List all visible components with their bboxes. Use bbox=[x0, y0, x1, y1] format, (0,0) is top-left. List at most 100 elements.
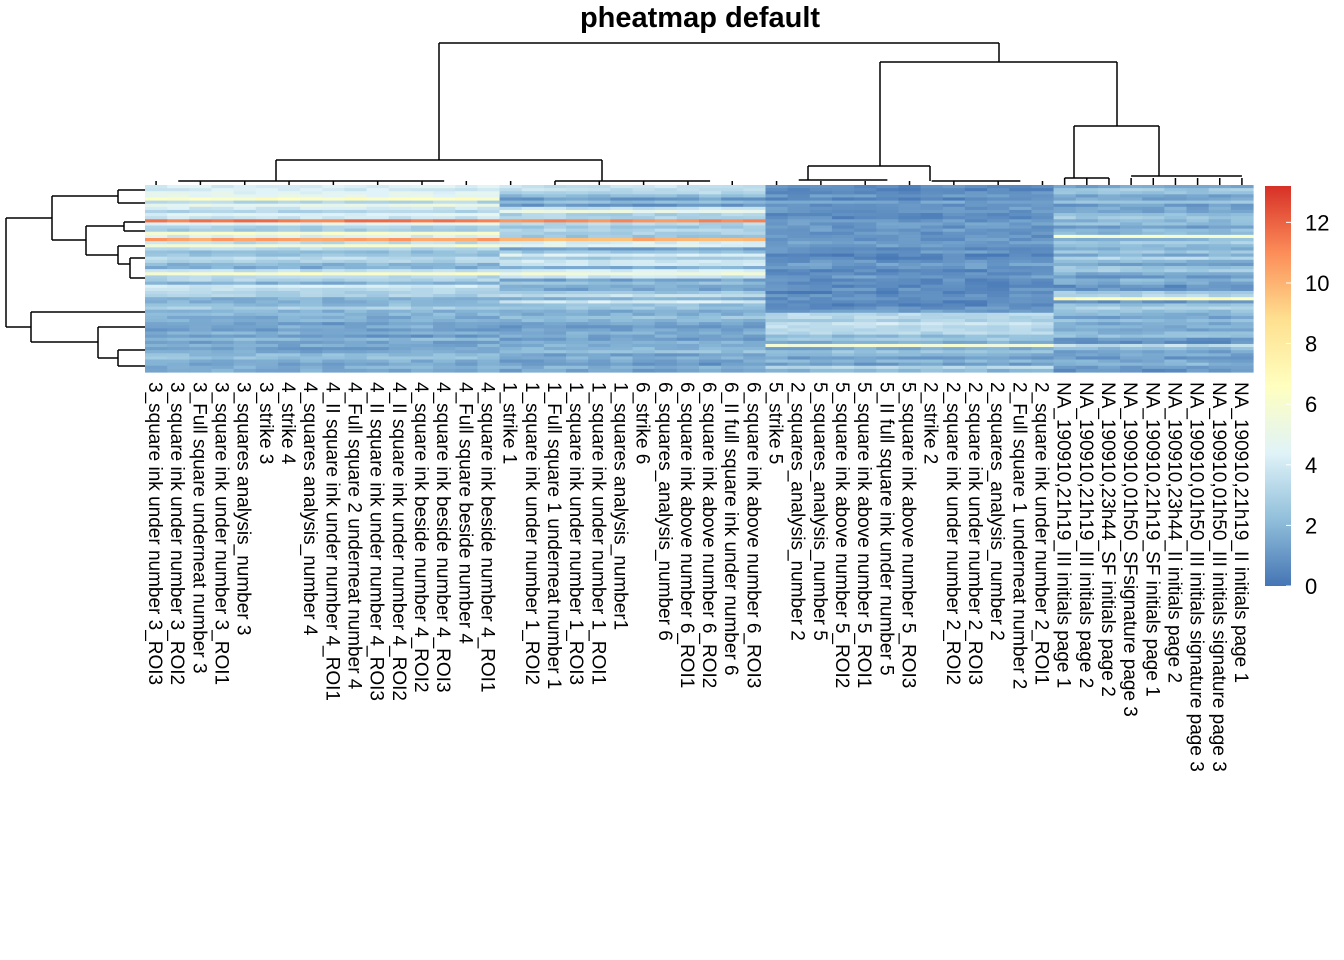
heatmap-cell bbox=[145, 272, 168, 276]
heatmap-cell bbox=[1230, 191, 1254, 195]
heatmap-cell bbox=[654, 315, 678, 320]
heatmap-cell bbox=[1208, 284, 1232, 289]
heatmap-cell bbox=[521, 284, 545, 289]
heatmap-cell bbox=[898, 191, 922, 195]
heatmap-cell bbox=[1208, 300, 1232, 305]
heatmap-cell bbox=[831, 213, 855, 217]
heatmap-cell bbox=[1009, 312, 1032, 317]
heatmap-cell bbox=[1230, 213, 1254, 217]
heatmap-cell bbox=[543, 209, 567, 214]
heatmap-cell bbox=[765, 191, 789, 195]
heatmap-cell bbox=[1075, 194, 1099, 199]
heatmap-cell bbox=[743, 213, 767, 217]
heatmap-cell bbox=[1208, 188, 1232, 192]
heatmap-cell bbox=[588, 222, 611, 227]
heatmap-cell bbox=[167, 331, 190, 336]
heatmap-cell bbox=[277, 297, 301, 301]
heatmap-cell bbox=[809, 269, 833, 273]
heatmap-cell bbox=[787, 343, 811, 348]
heatmap-cell bbox=[566, 337, 589, 342]
heatmap-cell bbox=[876, 222, 900, 227]
heatmap-cell bbox=[1164, 256, 1188, 261]
heatmap-cell bbox=[942, 253, 966, 258]
heatmap-cell bbox=[964, 278, 988, 283]
heatmap-cell bbox=[566, 269, 589, 273]
heatmap-cell bbox=[277, 259, 301, 264]
heatmap-cell bbox=[964, 353, 988, 358]
heatmap-cell bbox=[1075, 185, 1099, 189]
heatmap-cell bbox=[300, 309, 323, 314]
heatmap-cell bbox=[388, 231, 412, 236]
column-label: 4_strike 4 bbox=[277, 382, 298, 465]
heatmap-cell bbox=[1120, 234, 1143, 239]
heatmap-cell bbox=[699, 294, 722, 298]
heatmap-cell bbox=[987, 256, 1010, 261]
heatmap-cell bbox=[743, 325, 767, 329]
heatmap-cell bbox=[1186, 216, 1210, 220]
heatmap-cell bbox=[255, 272, 279, 276]
heatmap-cell bbox=[1142, 353, 1165, 358]
heatmap-cell bbox=[987, 272, 1010, 276]
heatmap-cell bbox=[987, 297, 1010, 301]
heatmap-cell bbox=[366, 281, 390, 286]
heatmap-cell bbox=[521, 303, 545, 308]
heatmap-cell bbox=[366, 225, 390, 230]
heatmap-cell bbox=[499, 234, 523, 239]
column-dendrogram bbox=[155, 42, 1243, 185]
heatmap-cell bbox=[566, 247, 589, 252]
heatmap-cell bbox=[543, 241, 567, 245]
heatmap-cell bbox=[787, 368, 811, 373]
heatmap-cell bbox=[1142, 284, 1165, 289]
heatmap-cell bbox=[743, 266, 767, 270]
heatmap-cell bbox=[1075, 259, 1099, 264]
heatmap-cell bbox=[699, 250, 722, 255]
heatmap-cell bbox=[610, 213, 634, 217]
heatmap-cell bbox=[211, 300, 235, 305]
heatmap-cell bbox=[854, 216, 877, 220]
heatmap-cell bbox=[167, 353, 190, 358]
heatmap-cell bbox=[699, 362, 722, 367]
heatmap-cell bbox=[388, 188, 412, 192]
heatmap-cell bbox=[211, 188, 235, 192]
heatmap-cell bbox=[743, 191, 767, 195]
heatmap-cell bbox=[455, 253, 478, 258]
heatmap-cell bbox=[809, 244, 833, 248]
heatmap-cell bbox=[499, 209, 523, 214]
heatmap-cell bbox=[898, 266, 922, 270]
heatmap-cell bbox=[1208, 237, 1232, 242]
heatmap-cell bbox=[433, 244, 456, 248]
heatmap-cell bbox=[610, 328, 634, 333]
heatmap-cell bbox=[876, 272, 900, 276]
heatmap-cell bbox=[366, 315, 390, 320]
heatmap-cell bbox=[189, 334, 213, 339]
heatmap-cell bbox=[920, 353, 944, 358]
heatmap-cell bbox=[233, 278, 257, 283]
heatmap-cell bbox=[1009, 209, 1032, 214]
heatmap-cell bbox=[632, 234, 656, 239]
heatmap-cell bbox=[344, 284, 368, 289]
heatmap-cell bbox=[1031, 228, 1055, 233]
heatmap-cell bbox=[410, 259, 434, 264]
heatmap-cell bbox=[610, 325, 634, 329]
heatmap-cell bbox=[1164, 356, 1188, 361]
heatmap-cell bbox=[189, 300, 213, 305]
heatmap-cell bbox=[1053, 188, 1077, 192]
heatmap-cell bbox=[300, 241, 323, 245]
heatmap-cell bbox=[765, 325, 789, 329]
heatmap-cell bbox=[964, 300, 988, 305]
heatmap-cell bbox=[898, 353, 922, 358]
heatmap-cell bbox=[1009, 290, 1032, 295]
heatmap-cell bbox=[1075, 222, 1099, 227]
heatmap-cell bbox=[167, 328, 190, 333]
column-label: 4_square ink beside number 4_ROI1 bbox=[477, 382, 498, 693]
heatmap-cell bbox=[277, 216, 301, 220]
heatmap-cell bbox=[433, 237, 456, 242]
heatmap-cell bbox=[255, 219, 279, 223]
heatmap-cell bbox=[1031, 281, 1055, 286]
heatmap-cell bbox=[942, 206, 966, 211]
heatmap-cell bbox=[699, 350, 722, 354]
heatmap-cell bbox=[1186, 353, 1210, 358]
heatmap-cell bbox=[831, 191, 855, 195]
heatmap-cell bbox=[920, 347, 944, 351]
heatmap-cell bbox=[588, 253, 611, 258]
